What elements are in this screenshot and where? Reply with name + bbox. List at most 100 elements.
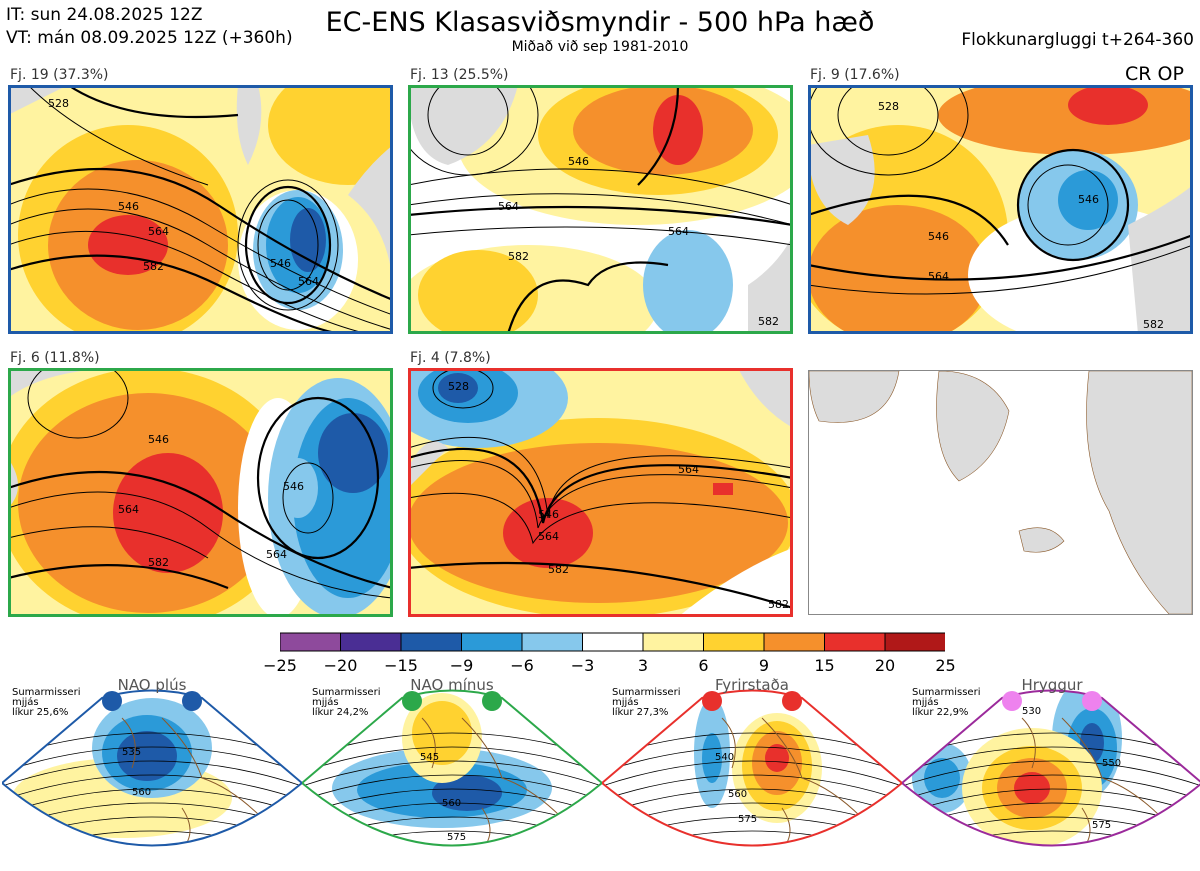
contour-label: 546 xyxy=(283,480,304,493)
regime-contour-label: 575 xyxy=(1092,820,1111,831)
colorbar-tick-label: −15 xyxy=(384,656,418,675)
contour-label: 564 xyxy=(678,463,699,476)
height-contour xyxy=(602,760,902,787)
regime-info-line: líkur 25,6% xyxy=(12,707,69,718)
colorbar-tick-label: 3 xyxy=(637,656,649,675)
colorbar-tick-label: −25 xyxy=(263,656,297,675)
colorbar-cell xyxy=(400,632,462,652)
coastline xyxy=(721,717,863,846)
height-contour xyxy=(302,774,602,801)
colorbar-tick-label: −9 xyxy=(449,656,474,675)
colorbar-tick-label: 6 xyxy=(698,656,709,675)
height-contour xyxy=(302,788,602,815)
anomaly-blob xyxy=(765,744,789,772)
anomaly-blob xyxy=(1009,847,1045,859)
cluster-border-2 xyxy=(408,85,793,334)
regime-panel: 540 560 575 Fyrirstaða Sumarmisseri mjjás líku… xyxy=(602,676,902,871)
height-contour xyxy=(302,844,602,846)
cluster-map-2-svg: 546 564 582 564 582 xyxy=(408,85,793,334)
header-run-info: IT: sun 24.08.2025 12Z VT: mán 08.09.202… xyxy=(6,4,293,50)
regime-fan-border xyxy=(902,689,1200,847)
regime-info-line: Sumarmisseri xyxy=(612,687,681,698)
regime-info-line: Sumarmisseri xyxy=(12,687,81,698)
contour-label: 582 xyxy=(548,563,569,576)
regime-contour-label: 575 xyxy=(447,832,466,843)
regime-info-line: mjjás xyxy=(912,697,939,708)
anomaly-blob xyxy=(702,733,722,783)
colorbar-cell xyxy=(884,632,945,652)
contour-label: 564 xyxy=(668,225,689,238)
height-contour xyxy=(902,746,1200,773)
contour-label: 582 xyxy=(758,315,779,328)
regime-marker-dot xyxy=(1002,691,1022,711)
colorbar-cell xyxy=(340,632,402,652)
regime-marker-dot xyxy=(1082,691,1102,711)
regime-marker-dot xyxy=(402,691,422,711)
regime-title: Hryggur xyxy=(1021,676,1083,694)
colorbar-cell xyxy=(763,632,825,652)
regime-fan-border xyxy=(2,689,302,847)
cluster-map-3-svg: 528 546 564 546 582 xyxy=(808,85,1193,334)
contour-label: 582 xyxy=(148,556,169,569)
height-contour xyxy=(602,774,902,801)
contour-label: 582 xyxy=(768,598,789,611)
colorbar-tick-label: 9 xyxy=(758,656,770,675)
contour-label: 546 xyxy=(928,230,949,243)
anomaly-blob xyxy=(117,731,177,781)
regime-fan-map: 530 550 575 xyxy=(902,689,1200,859)
regime-contour-label: 560 xyxy=(442,798,461,809)
colorbar-cell xyxy=(703,632,765,652)
cluster-border-4 xyxy=(8,368,393,617)
colorbar-cell xyxy=(582,632,644,652)
height-contour xyxy=(902,844,1200,846)
chart-subtitle: Miðað við sep 1981-2010 xyxy=(511,39,689,55)
cluster-map-2: 546 564 582 564 582 xyxy=(408,85,793,334)
regime-contour-label: 535 xyxy=(122,747,141,758)
height-contour xyxy=(2,774,302,801)
regime-contour-label: 560 xyxy=(132,787,151,798)
colorbar-tick-label: −3 xyxy=(570,656,595,675)
contour-label: 546 xyxy=(148,433,169,446)
contour-label: 564 xyxy=(928,270,949,283)
height-contour xyxy=(2,760,302,787)
height-contour xyxy=(902,760,1200,787)
regime-marker-dot xyxy=(182,691,202,711)
height-contour xyxy=(302,760,602,787)
colorbar-tick-label: 25 xyxy=(935,656,956,675)
height-contour xyxy=(902,788,1200,815)
height-contour xyxy=(2,788,302,815)
regime-title: Fyrirstaða xyxy=(715,676,789,694)
regime-info-line: líkur 22,9% xyxy=(912,707,969,718)
height-contour xyxy=(2,746,302,773)
anomaly-blob xyxy=(432,775,502,811)
regime-info: Sumarmisseri mjjás líkur 24,2% xyxy=(312,688,380,718)
regime-info-line: mjjás xyxy=(612,697,639,708)
cluster-border-1 xyxy=(8,85,393,334)
contour-label: 546 xyxy=(270,257,291,270)
anomaly-blob xyxy=(924,758,960,798)
panel-label-2: Fj. 13 (25.5%) xyxy=(410,67,509,83)
cluster-border-3 xyxy=(808,85,1193,334)
regime-info-line: mjjás xyxy=(12,697,39,708)
contour-label: 546 xyxy=(568,155,589,168)
colorbar-cell xyxy=(280,632,341,652)
cluster-map-4: 546 564 582 546 564 xyxy=(8,368,393,617)
regime-info-line: líkur 24,2% xyxy=(312,707,369,718)
regime-title: NAO mínus xyxy=(410,676,494,694)
regime-panel: 530 550 575 Hryggur Sumarmisseri mjjás líkur 2… xyxy=(902,676,1200,871)
contour-label: 564 xyxy=(148,225,169,238)
contour-label: 564 xyxy=(266,548,287,561)
contour-label: 582 xyxy=(143,260,164,273)
contour-label: 564 xyxy=(498,200,519,213)
chart-title: EC-ENS Klasasviðsmyndir - 500 hPa hæð xyxy=(325,7,875,38)
cluster-map-5: 528 546 564 564 582 582 xyxy=(408,368,793,617)
contour-label: 546 xyxy=(538,508,559,521)
cluster-map-1: 528 546 564 582 546 564 xyxy=(8,85,393,334)
contour-label: 582 xyxy=(1143,318,1164,331)
contour-label: 528 xyxy=(48,97,69,110)
coastline xyxy=(1021,717,1163,846)
contour-label: 528 xyxy=(878,100,899,113)
colorbar-tick-label: 20 xyxy=(874,656,896,675)
regime-info: Sumarmisseri mjjás líkur 22,9% xyxy=(912,688,980,718)
coastline xyxy=(421,717,563,846)
